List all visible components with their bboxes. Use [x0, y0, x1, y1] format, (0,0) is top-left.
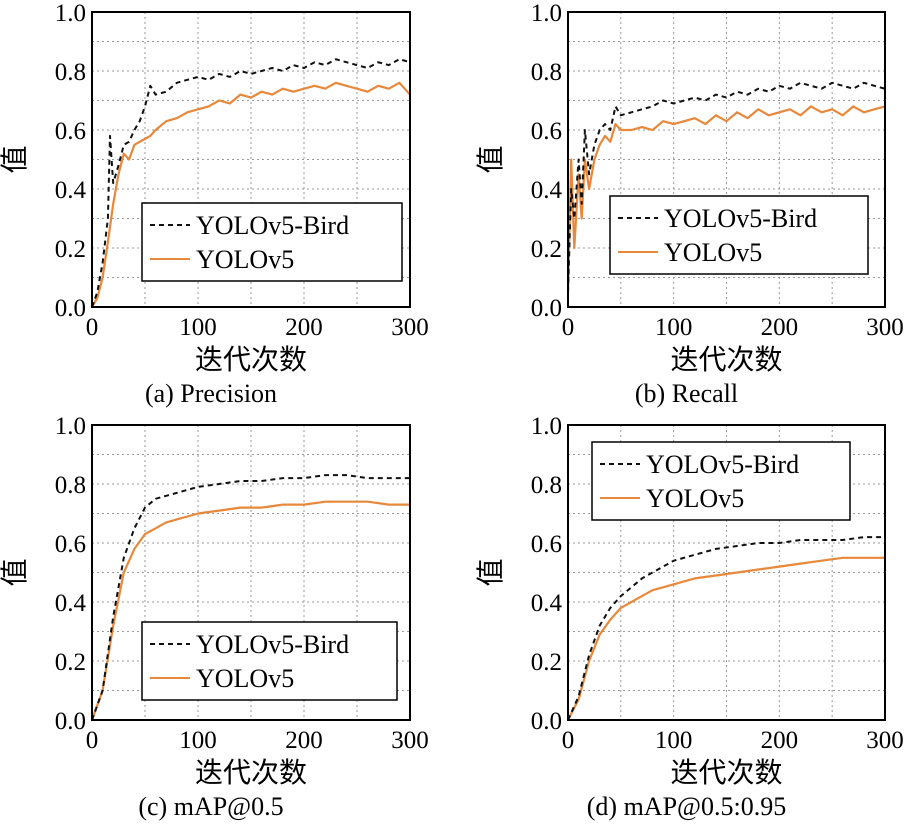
subplot-caption: (c) mAP@0.5 — [138, 792, 283, 821]
legend-label: YOLOv5-Bird — [646, 450, 799, 479]
x-tick-label: 300 — [391, 727, 429, 754]
legend-label: YOLOv5-Bird — [196, 630, 349, 659]
y-tick-label: 0.6 — [531, 118, 562, 145]
y-tick-label: 0.6 — [55, 118, 86, 145]
plot-frame — [567, 11, 886, 308]
y-axis-label: 值 — [0, 145, 31, 173]
x-axis-label: 迭代次数 — [195, 344, 307, 376]
chart-panel-1: 0 100 200 300 0.0 0.2 0.4 0.6 0.8 1.0 迭代次数 值 (a) Pre… — [0, 0, 429, 408]
y-tick-label: 1.0 — [55, 0, 86, 27]
x-tick-label: 300 — [866, 727, 904, 754]
plot-frame — [567, 424, 886, 721]
legend: YOLOv5-Bird YOLOv5 — [609, 195, 869, 275]
y-tick-label: 0.0 — [531, 295, 562, 322]
legend-box — [141, 202, 403, 282]
x-tick-label: 200 — [285, 727, 323, 754]
legend-label: YOLOv5 — [196, 245, 294, 274]
y-tick-label: 0.4 — [55, 177, 87, 204]
x-tick-label: 0 — [562, 727, 575, 754]
y-tick-label: 0.6 — [531, 531, 562, 558]
y-tick-label: 0.2 — [55, 649, 86, 676]
plot-frame — [91, 424, 411, 721]
y-tick-label: 0.4 — [531, 177, 563, 204]
y-tick-label: 0.0 — [55, 295, 86, 322]
y-tick-label: 0.4 — [531, 590, 563, 617]
legend: YOLOv5-Bird YOLOv5 — [591, 441, 851, 521]
y-tick-label: 1.0 — [531, 0, 562, 27]
y-tick-label: 0.8 — [55, 59, 86, 86]
y-tick-label: 1.0 — [531, 413, 562, 440]
subplot-caption: (d) mAP@0.5:0.95 — [587, 792, 786, 821]
x-tick-label: 0 — [562, 314, 575, 341]
y-tick-label: 0.2 — [531, 649, 562, 676]
legend-label: YOLOv5-Bird — [196, 211, 349, 240]
x-tick-label: 300 — [391, 314, 429, 341]
y-tick-label: 0.8 — [531, 472, 562, 499]
legend-box — [141, 621, 398, 701]
x-tick-label: 100 — [655, 314, 693, 341]
chart-panel-3: 0 100 200 300 0.0 0.2 0.4 0.6 0.8 1.0 迭代次数 值 (c) mAP… — [0, 413, 429, 821]
x-axis-label: 迭代次数 — [670, 344, 782, 376]
y-tick-label: 0.8 — [55, 472, 86, 499]
y-tick-label: 0.8 — [531, 59, 562, 86]
series-line-yolov5 — [91, 81, 411, 308]
plot-frame — [91, 11, 411, 308]
y-tick-label: 0.0 — [531, 708, 562, 735]
subplot-caption: (b) Recall — [635, 379, 738, 408]
legend-label: YOLOv5 — [664, 238, 762, 267]
x-tick-label: 300 — [866, 314, 904, 341]
legend-label: YOLOv5 — [646, 484, 744, 513]
subplot-caption: (a) Precision — [145, 379, 277, 408]
legend: YOLOv5-Bird YOLOv5 — [141, 621, 398, 701]
series-line-yolov5 — [567, 556, 885, 721]
y-tick-label: 0.6 — [55, 531, 86, 558]
legend-label: YOLOv5-Bird — [664, 204, 817, 233]
x-tick-label: 100 — [179, 727, 217, 754]
series-line-yolov5 — [90, 500, 410, 721]
y-tick-label: 0.4 — [55, 590, 87, 617]
x-tick-label: 200 — [285, 314, 323, 341]
chart-panel-2: 0 100 200 300 0.0 0.2 0.4 0.6 0.8 1.0 迭代次数 值 (b) Rec… — [475, 0, 904, 408]
legend-box — [609, 195, 869, 275]
series-line-yolov5-bird — [567, 81, 886, 293]
y-axis-label: 值 — [475, 145, 507, 173]
legend-box — [591, 441, 851, 521]
legend: YOLOv5-Bird YOLOv5 — [141, 202, 403, 282]
x-tick-label: 0 — [86, 727, 99, 754]
x-axis-label: 迭代次数 — [670, 757, 782, 789]
y-tick-label: 0.2 — [55, 236, 86, 263]
series-line-yolov5-bird — [91, 58, 411, 308]
x-tick-label: 100 — [655, 727, 693, 754]
x-tick-label: 0 — [86, 314, 99, 341]
chart-panel-4: 0 100 200 300 0.0 0.2 0.4 0.6 0.8 1.0 迭代次数 值 (d) mAP… — [475, 413, 904, 821]
series-line-yolov5-bird — [567, 536, 885, 721]
y-tick-label: 1.0 — [55, 413, 86, 440]
x-tick-label: 200 — [761, 727, 799, 754]
y-tick-label: 0.2 — [531, 236, 562, 263]
x-axis-label: 迭代次数 — [195, 757, 307, 789]
x-tick-label: 100 — [179, 314, 217, 341]
y-axis-label: 值 — [475, 558, 507, 586]
series-line-yolov5 — [566, 105, 886, 293]
y-axis-label: 值 — [0, 558, 31, 586]
x-tick-label: 200 — [761, 314, 799, 341]
y-tick-label: 0.0 — [55, 708, 86, 735]
legend-label: YOLOv5 — [196, 664, 294, 693]
